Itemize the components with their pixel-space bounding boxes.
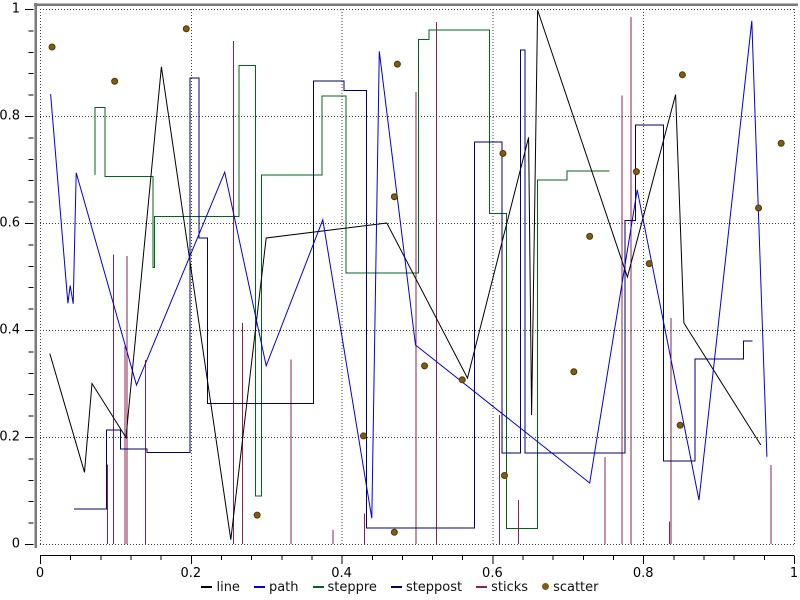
y-tick-label: 0.2 <box>0 429 20 445</box>
x-tick-label: 1 <box>789 566 799 581</box>
scatter-series-point <box>645 260 653 268</box>
legend-label: scatter <box>553 580 599 595</box>
x-tick-label: 0.2 <box>180 566 202 581</box>
x-tick-label: 0.8 <box>632 566 654 581</box>
legend-sticks-dash-icon <box>476 585 488 588</box>
scatter-series-point <box>678 71 686 79</box>
line-series-curve <box>49 9 762 540</box>
legend-scatter-dot-icon <box>542 583 550 590</box>
scatter-series-point <box>48 43 56 51</box>
steppre-series-curve <box>94 29 610 529</box>
scatter-series-point <box>111 77 119 85</box>
scatter-series-point <box>777 139 785 147</box>
y-tick-label: 0.8 <box>0 108 20 124</box>
x-tick-label: 0 <box>35 566 45 581</box>
y-tick-label: 0 <box>11 536 20 552</box>
y-tick-label: 0.6 <box>0 215 20 231</box>
path-series-curve <box>50 20 768 519</box>
scatter-series-point <box>676 421 684 429</box>
y-tick-label: 0.4 <box>0 322 20 338</box>
legend-label: sticks <box>491 580 529 595</box>
legend-steppost-dash-icon <box>390 585 402 588</box>
scatter-series-point <box>755 204 763 212</box>
scatter-series-point <box>570 368 578 376</box>
legend-label: line <box>216 580 240 595</box>
scatter-series-point <box>586 232 594 240</box>
scatter-series-point <box>393 60 401 68</box>
legend-line-dash-icon <box>201 585 213 588</box>
legend-path-dash-icon <box>253 585 265 588</box>
legend-item-path: path <box>253 580 299 595</box>
scatter-series-point <box>390 193 398 201</box>
legend-item-line: line <box>201 580 240 595</box>
legend-label: steppre <box>327 580 377 595</box>
scatter-series-point <box>182 25 190 33</box>
scatter-series-point <box>458 376 466 384</box>
chart-legend: line path steppre steppost sticks scatter <box>0 580 800 595</box>
scatter-series-point <box>499 149 507 157</box>
scatter-series-point <box>359 432 367 440</box>
scatter-series-point <box>253 511 261 519</box>
y-tick-label: 1 <box>11 1 20 17</box>
x-tick-label: 0.4 <box>331 566 352 581</box>
legend-item-steppost: steppost <box>390 580 463 595</box>
scatter-series-point <box>632 168 640 176</box>
scatter-series-point <box>421 362 429 370</box>
legend-steppre-dash-icon <box>312 585 324 588</box>
legend-label: steppost <box>405 580 463 595</box>
steppost-series-curve <box>73 49 753 529</box>
legend-label: path <box>268 580 299 595</box>
legend-item-scatter: scatter <box>542 580 599 595</box>
legend-item-steppre: steppre <box>312 580 377 595</box>
scatter-series-point <box>500 472 508 480</box>
scatter-series-point <box>390 528 398 536</box>
legend-item-sticks: sticks <box>476 580 528 595</box>
x-tick-label: 0.6 <box>482 566 503 581</box>
